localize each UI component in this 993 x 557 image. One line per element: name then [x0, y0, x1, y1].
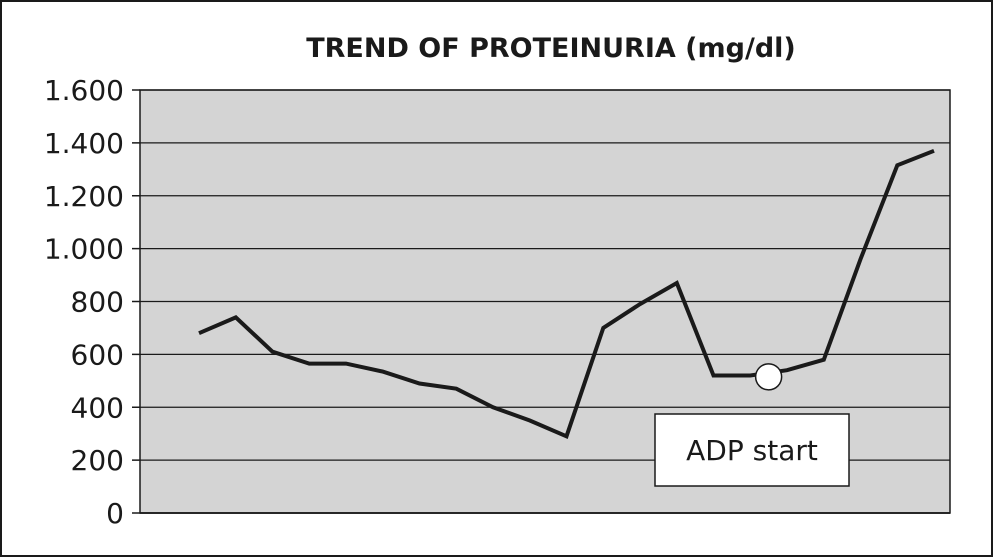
plot-area: [139, 89, 951, 514]
y-tick-label: 1.600: [44, 74, 124, 107]
y-tick-label: 1.200: [44, 180, 124, 213]
y-tick-label: 0: [106, 497, 124, 530]
y-axis-ticks: 0 200 400 600 800 1.000 1.200 1.400 1.600: [44, 74, 140, 530]
annotation-box: [654, 413, 850, 487]
y-tick-label: 800: [71, 286, 124, 319]
series-line: [198, 148, 935, 439]
y-tick-label: 1.000: [44, 233, 124, 266]
annotation-layer: ADP start: [654, 413, 850, 487]
data-series: [198, 148, 935, 439]
y-tick-label: 400: [71, 391, 124, 424]
y-tick-label: 1.400: [44, 127, 124, 160]
y-tick-label: 600: [71, 338, 124, 371]
chart-title: TREND OF PROTEINURIA (mg/dl): [306, 33, 796, 64]
adp-start-marker: [754, 363, 783, 391]
y-tick-label: 200: [71, 444, 124, 477]
annotation-label: ADP start: [686, 434, 818, 467]
